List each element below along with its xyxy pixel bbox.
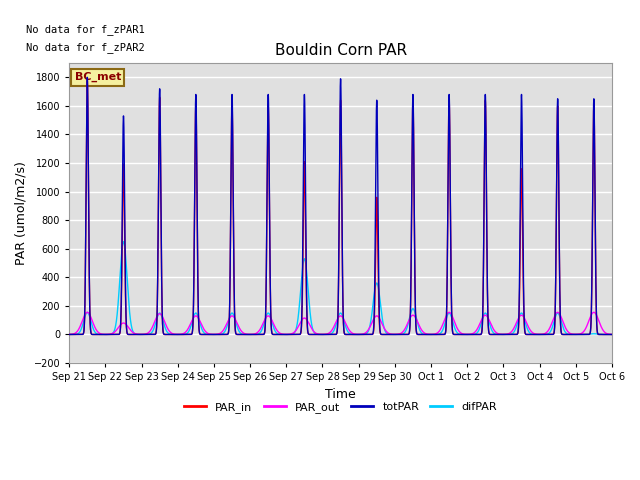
Title: Bouldin Corn PAR: Bouldin Corn PAR bbox=[275, 43, 406, 58]
Text: BC_met: BC_met bbox=[75, 72, 121, 82]
Y-axis label: PAR (umol/m2/s): PAR (umol/m2/s) bbox=[15, 161, 28, 265]
X-axis label: Time: Time bbox=[325, 388, 356, 401]
Text: No data for f_zPAR2: No data for f_zPAR2 bbox=[26, 42, 145, 53]
Text: No data for f_zPAR1: No data for f_zPAR1 bbox=[26, 24, 145, 35]
Legend: PAR_in, PAR_out, totPAR, difPAR: PAR_in, PAR_out, totPAR, difPAR bbox=[180, 398, 501, 418]
